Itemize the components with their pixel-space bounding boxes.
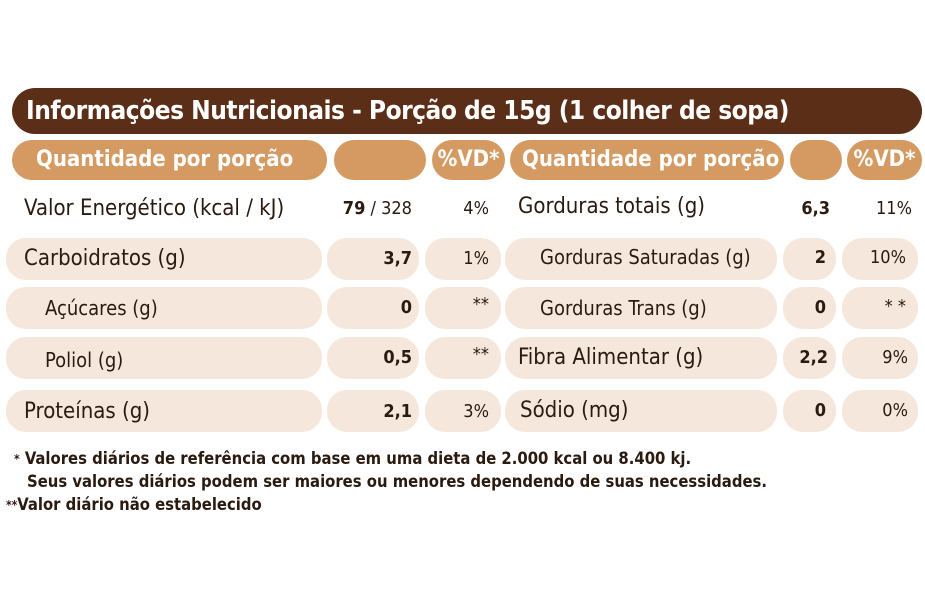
nutrient-vd: ** [472,344,489,365]
nutrient-label: Gorduras Saturadas (g) [540,245,751,269]
nutrient-vd: 10% [870,247,906,268]
right-row-bg [505,390,777,432]
nutrient-vd: 9% [882,347,908,368]
footnote-mark-double: ** [6,498,18,512]
left-row-bg [6,390,322,432]
left-row-bg [425,238,501,280]
nutrient-vd: 3% [463,401,489,422]
nutrient-label: Valor Energético (kcal / kJ) [24,196,285,221]
footnote-2: Seus valores diários podem ser maiores o… [27,472,767,491]
nutrient-vd: 0% [882,400,908,421]
nutrient-value: 6,3 [801,198,830,219]
left-row-bg [327,390,419,432]
left-header-amount [334,140,426,180]
right-row-bg [505,337,777,379]
left-row-bg [425,337,501,379]
nutrient-label: Fibra Alimentar (g) [518,345,704,370]
right-row-bg [783,390,836,432]
nutrient-value: 3,7 [383,248,412,269]
nutrient-label: Açúcares (g) [45,296,158,320]
left-row-bg [327,337,419,379]
left-row-bg [425,390,501,432]
nutrient-value: 0 [814,400,826,421]
left-row-bg [327,238,419,280]
nutrient-value: 2,1 [383,401,412,422]
right-header-amount [790,140,842,180]
nutrient-vd: 1% [463,248,489,269]
nutrient-vd: ** [472,294,489,315]
right-row-bg [505,287,777,329]
nutrient-vd: 11% [876,198,912,219]
left-row-bg [6,238,322,280]
right-row-bg [505,238,777,280]
nutrient-label: Gorduras Trans (g) [540,296,707,320]
left-header-label: Quantidade por porção [12,140,327,180]
right-row-bg [783,337,836,379]
nutrient-label: Sódio (mg) [520,398,629,423]
nutrient-vd: * * [884,296,906,317]
left-row-bg [327,287,419,329]
nutrient-value: 2,2 [799,347,828,368]
nutrient-label: Gorduras totais (g) [518,194,706,219]
nutrient-label: Carboidratos (g) [24,246,186,271]
footnote-3: **Valor diário não estabelecido [6,495,262,514]
left-row-bg [6,337,322,379]
left-row-bg [6,287,322,329]
nutrient-value: 0,5 [383,347,412,368]
right-row-bg [842,390,918,432]
nutrient-value: 0 [400,297,412,318]
footnote-mark-single: * [14,452,20,466]
nutrient-value: 2 [814,247,826,268]
nutrient-value: 0 [814,297,826,318]
right-row-bg [842,337,918,379]
footnote-1: * Valores diários de referência com base… [14,449,692,468]
nutrient-vd: 4% [463,198,489,219]
nutrient-label: Proteínas (g) [24,399,151,424]
right-row-bg [783,238,836,280]
right-header-vd: %VD* [847,140,922,180]
right-row-bg [842,238,918,280]
nutrient-value: 79 / 328 [342,198,412,219]
nutrient-label: Poliol (g) [45,348,124,372]
table-title: Informações Nutricionais - Porção de 15g… [12,88,922,134]
right-header-label: Quantidade por porção [510,140,784,180]
right-row-bg [783,287,836,329]
left-header-vd: %VD* [432,140,505,180]
left-row-bg [425,287,501,329]
right-row-bg [842,287,918,329]
